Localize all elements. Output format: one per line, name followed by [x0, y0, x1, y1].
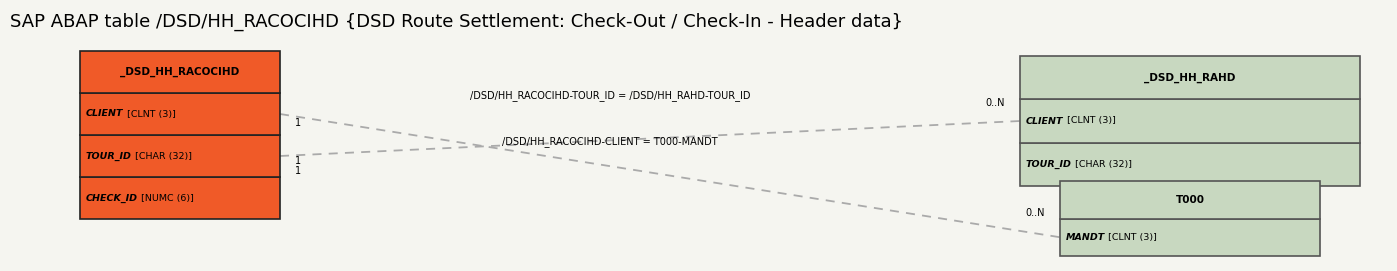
Text: 1: 1	[295, 166, 302, 176]
Text: /DSD/HH_RACOCIHD-CLIENT = T000-MANDT: /DSD/HH_RACOCIHD-CLIENT = T000-MANDT	[502, 136, 718, 147]
Text: MANDT: MANDT	[1066, 233, 1105, 242]
Bar	[1020, 56, 1361, 99]
Text: CLIENT: CLIENT	[87, 109, 123, 118]
Text: [CHAR (32)]: [CHAR (32)]	[131, 151, 191, 160]
Bar	[1020, 143, 1361, 186]
Bar	[80, 177, 279, 219]
Text: [NUMC (6)]: [NUMC (6)]	[138, 193, 194, 202]
Text: _DSD_HH_RAHD: _DSD_HH_RAHD	[1144, 73, 1236, 83]
Text: CLIENT: CLIENT	[1025, 117, 1063, 125]
Text: TOUR_ID [CHAR (32)]: TOUR_ID [CHAR (32)]	[1025, 160, 1127, 169]
Text: T000: T000	[1175, 195, 1204, 205]
Text: /DSD/HH_RACOCIHD-TOUR_ID = /DSD/HH_RAHD-TOUR_ID: /DSD/HH_RACOCIHD-TOUR_ID = /DSD/HH_RAHD-…	[469, 90, 750, 101]
Text: CHECK_ID: CHECK_ID	[87, 193, 138, 202]
Text: _DSD_HH_RACOCIHD: _DSD_HH_RACOCIHD	[120, 67, 240, 77]
Text: [CLNT (3)]: [CLNT (3)]	[1105, 233, 1157, 242]
Text: 0..N: 0..N	[1025, 208, 1045, 218]
Bar	[1060, 181, 1320, 218]
Text: MANDT [CLNT (3)]: MANDT [CLNT (3)]	[1066, 233, 1153, 242]
Text: SAP ABAP table /DSD/HH_RACOCIHD {DSD Route Settlement: Check-Out / Check-In - He: SAP ABAP table /DSD/HH_RACOCIHD {DSD Rou…	[10, 13, 902, 31]
Text: TOUR_ID [CHAR (32)]: TOUR_ID [CHAR (32)]	[87, 151, 187, 160]
Bar	[80, 93, 279, 135]
Bar	[1020, 99, 1361, 143]
Text: 1: 1	[295, 156, 302, 166]
Text: CLIENT [CLNT (3)]: CLIENT [CLNT (3)]	[1025, 117, 1111, 125]
Bar	[80, 51, 279, 93]
Text: [CHAR (32)]: [CHAR (32)]	[1071, 160, 1132, 169]
Text: CHECK_ID [NUMC (6)]: CHECK_ID [NUMC (6)]	[87, 193, 189, 202]
Text: TOUR_ID: TOUR_ID	[87, 151, 131, 161]
Bar	[1060, 218, 1320, 256]
Text: TOUR_ID: TOUR_ID	[1025, 160, 1071, 169]
Bar	[80, 135, 279, 177]
Text: [CLNT (3)]: [CLNT (3)]	[1063, 117, 1115, 125]
Text: 1: 1	[295, 118, 302, 128]
Text: CLIENT [CLNT (3)]: CLIENT [CLNT (3)]	[87, 109, 170, 118]
Text: 0..N: 0..N	[985, 98, 1004, 108]
Text: [CLNT (3)]: [CLNT (3)]	[123, 109, 176, 118]
